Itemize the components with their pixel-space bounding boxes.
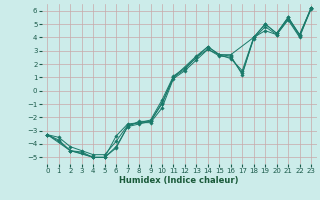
X-axis label: Humidex (Indice chaleur): Humidex (Indice chaleur)	[119, 176, 239, 185]
